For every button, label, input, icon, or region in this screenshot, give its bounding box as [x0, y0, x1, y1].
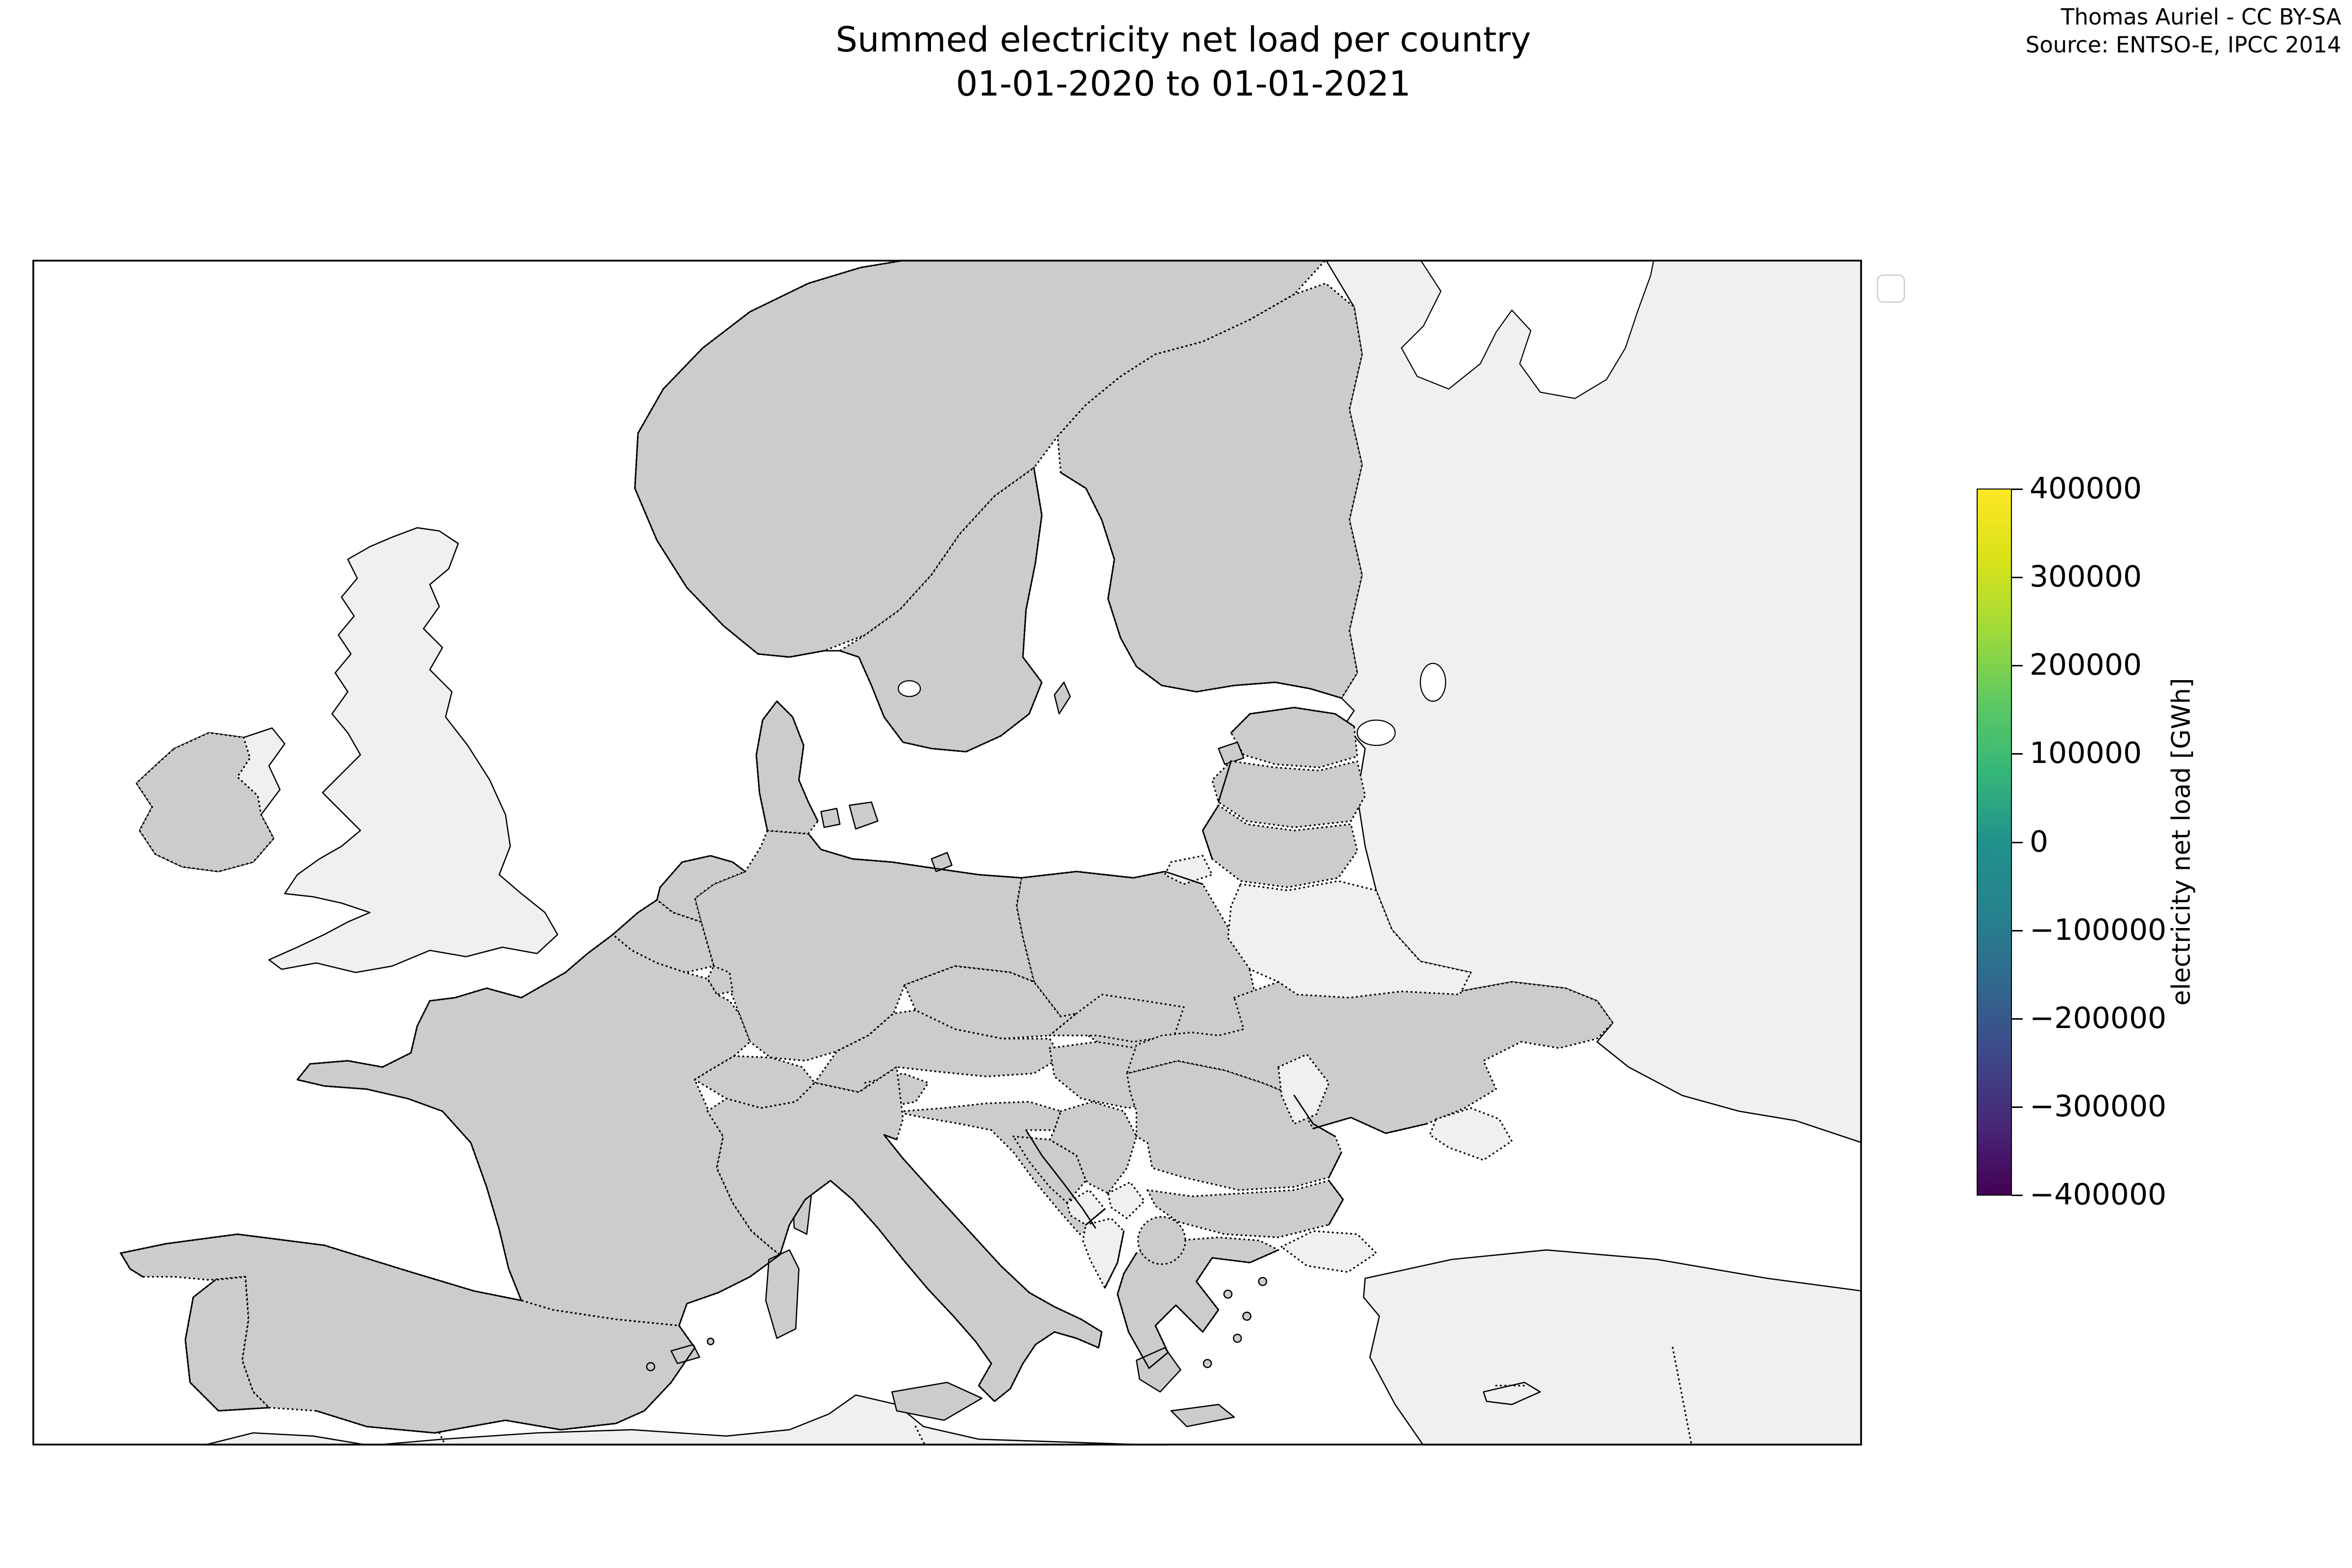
colorbar-tick-mark [2012, 930, 2023, 931]
country-lithuania [1201, 804, 1358, 888]
colorbar-tick-label: −100000 [2030, 913, 2167, 947]
lake-onega [1420, 662, 1446, 702]
island-crete [1170, 1404, 1235, 1427]
region-crimea [1429, 1107, 1513, 1161]
colorbar-tick-mark [2012, 665, 2023, 666]
island-aegean-1 [1223, 1289, 1233, 1299]
colorbar-tick-mark [2012, 489, 2023, 490]
country-north-macedonia [1137, 1216, 1186, 1265]
colorbar-tick-label: 400000 [2030, 471, 2142, 506]
colorbar-tick-mark [2012, 577, 2023, 578]
colorbar-axis-label: electricity net load [GWh] [2167, 678, 2196, 1006]
border-turkey-syria [1671, 1347, 1693, 1446]
europe-choropleth-map [32, 260, 1862, 1446]
colorbar-tick-mark [2012, 1195, 2023, 1196]
country-turkey-anatolia [1363, 1249, 1862, 1446]
page-title: Summed electricity net load per country … [835, 20, 1531, 104]
coast-baltic-atlantic [120, 700, 1355, 1434]
colorbar-tick-mark [2012, 753, 2023, 755]
country-moldova [1277, 1054, 1330, 1125]
island-mallorca [670, 1344, 700, 1364]
country-serbia [1049, 1101, 1138, 1194]
data-countries [120, 260, 1614, 1434]
country-poland [1015, 870, 1256, 1057]
border-tunisia-libya [914, 1425, 926, 1446]
white-sea [1400, 260, 1655, 399]
attribution-source: Source: ENTSO-E, IPCC 2014 [2025, 32, 2341, 58]
island-bornholm [931, 852, 953, 872]
colorbar-tick-mark [2012, 1106, 2023, 1108]
island-aegean-3 [1258, 1276, 1268, 1286]
country-austria [813, 1009, 1062, 1093]
island-ibiza [646, 1362, 656, 1372]
country-croatia [870, 1094, 1097, 1235]
colorbar-tick-label: −200000 [2030, 1001, 2167, 1035]
colorbar-tick-label: 200000 [2030, 648, 2142, 682]
colorbar-ticks: 400000 300000 200000 100000 0 −100000 −200000 −… [2012, 471, 2208, 1212]
border-northern-ireland [236, 736, 262, 816]
country-estonia [1230, 707, 1358, 768]
colorbar-tick-label: 0 [2030, 825, 2049, 859]
country-spain [120, 1233, 696, 1434]
country-albania [1082, 1217, 1125, 1289]
lakes [898, 260, 1655, 746]
country-denmark [755, 700, 819, 835]
country-portugal [184, 1275, 270, 1412]
peninsula-peloponnese [1135, 1347, 1181, 1393]
country-slovakia [1049, 993, 1185, 1043]
colorbar-tick-label: 100000 [2030, 736, 2142, 770]
island-zealand [849, 801, 879, 830]
country-united-kingdom [268, 527, 559, 973]
empty-legend-box [1877, 274, 1905, 303]
country-kosovo [1107, 1181, 1146, 1220]
country-ukraine [1126, 981, 1614, 1134]
region-north-africa [202, 1394, 1169, 1446]
coast-greece [1117, 1249, 1279, 1369]
island-aegean-2 [1242, 1311, 1251, 1321]
country-kaliningrad [1164, 855, 1213, 885]
colorbar-tick-label: −300000 [2030, 1089, 2167, 1124]
no-data-dotted [236, 736, 1693, 1446]
country-belgium [612, 899, 715, 974]
lake-ladoga [1356, 719, 1396, 746]
lake-vanern [898, 680, 921, 697]
map-axes [32, 260, 1862, 1446]
coast-italy [779, 1134, 1102, 1402]
country-czechia [904, 965, 1078, 1040]
island-aegean-5 [1202, 1359, 1212, 1368]
country-luxembourg [706, 965, 734, 996]
island-funen [820, 808, 841, 828]
attribution: Thomas Auriel - CC BY-SA Source: ENTSO-E… [2026, 3, 2341, 59]
island-sicily [891, 1381, 983, 1421]
island-cyprus [1483, 1381, 1541, 1405]
country-bulgaria [1147, 1179, 1344, 1238]
country-greece [1116, 1236, 1279, 1370]
colorbar-tick-mark [2012, 1018, 2023, 1020]
coast-black-sea-west [1293, 1095, 1428, 1225]
map-frame [32, 260, 1862, 1446]
colorbar [1977, 489, 2012, 1196]
island-menorca [707, 1337, 714, 1346]
island-saaremaa [1218, 741, 1245, 765]
island-sardinia [765, 1249, 800, 1339]
island-aegean-4 [1232, 1333, 1242, 1343]
country-latvia [1211, 760, 1366, 829]
country-turkey-thrace [1280, 1230, 1377, 1273]
colorbar-tick-label: −400000 [2030, 1177, 2167, 1212]
country-belarus [1227, 880, 1472, 999]
coast-norway-west [634, 260, 908, 655]
island-gotland [1054, 682, 1071, 715]
coast-adriatic-east [1025, 1129, 1125, 1289]
colorbar-tick-mark [2012, 842, 2023, 843]
coast-sweden-finland [757, 467, 1343, 753]
coastlines [120, 260, 1428, 1434]
colorbar-tick-label: 300000 [2030, 560, 2142, 594]
attribution-author: Thomas Auriel - CC BY-SA [2060, 4, 2341, 30]
